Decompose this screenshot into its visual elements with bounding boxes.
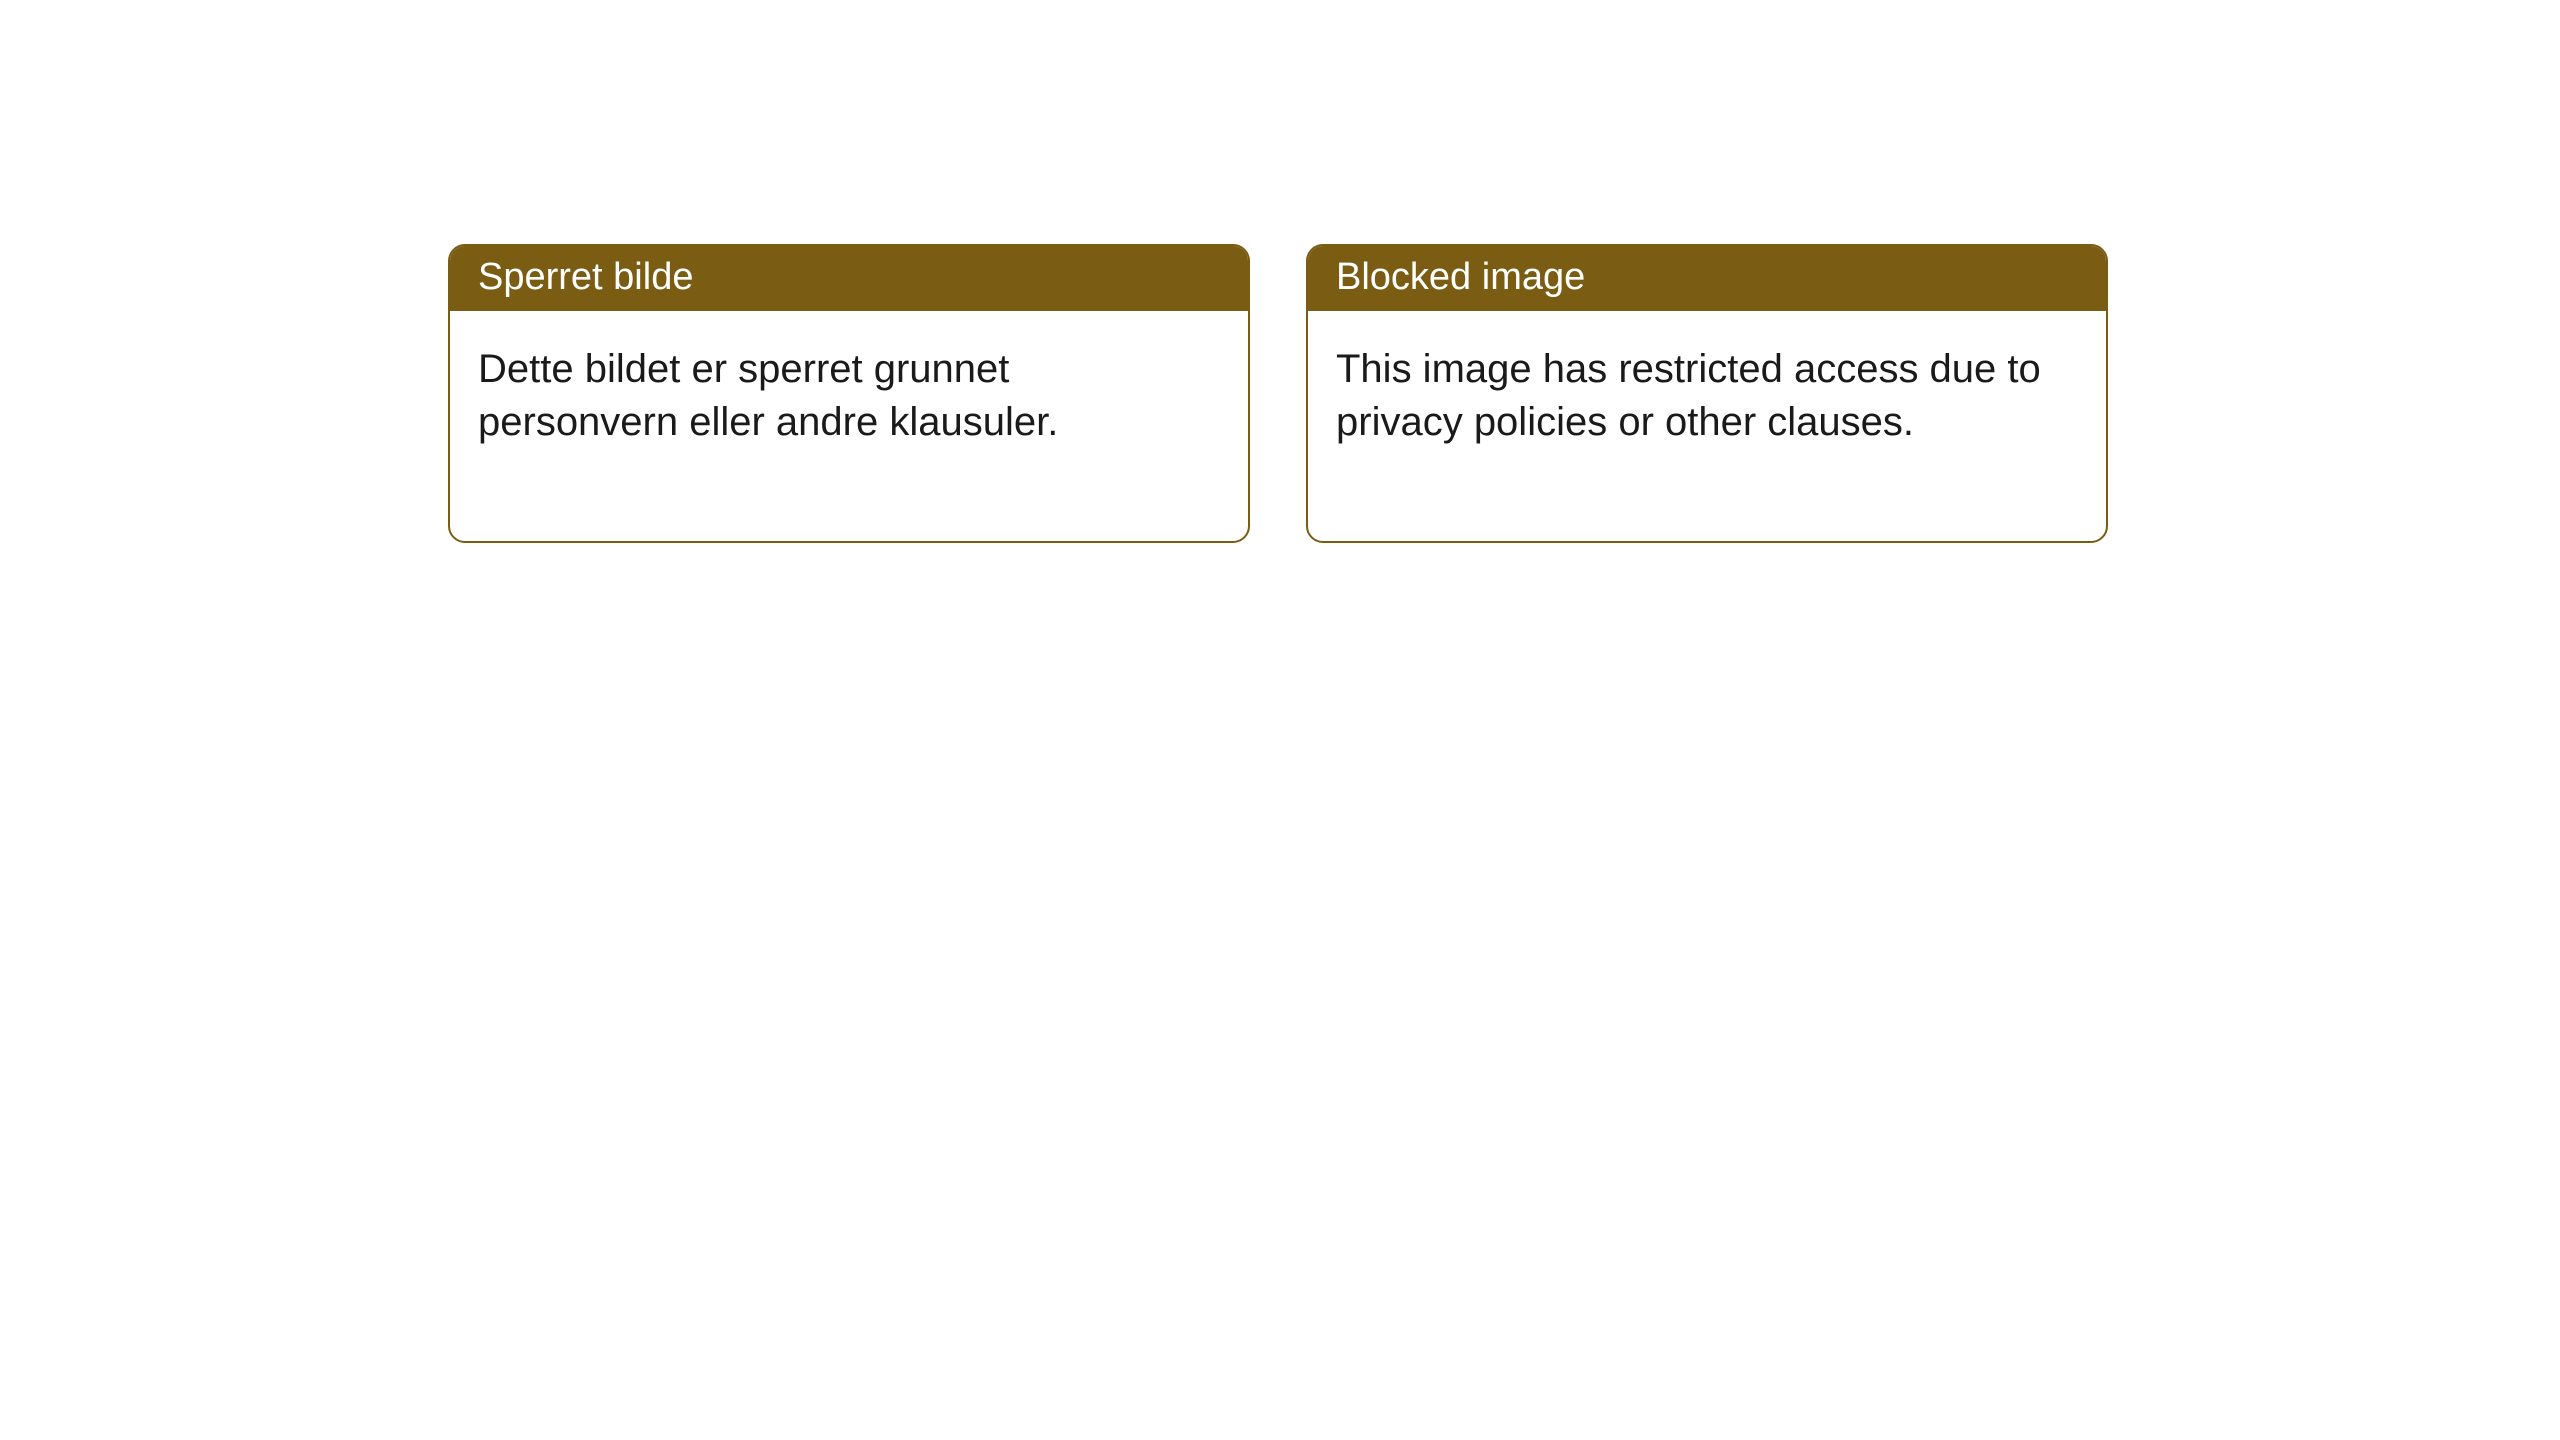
notice-card-title-en: Blocked image xyxy=(1308,246,2106,311)
notice-card-body-no: Dette bildet er sperret grunnet personve… xyxy=(450,311,1248,541)
notice-container: Sperret bilde Dette bildet er sperret gr… xyxy=(448,244,2108,543)
notice-card-body-en: This image has restricted access due to … xyxy=(1308,311,2106,541)
notice-card-en: Blocked image This image has restricted … xyxy=(1306,244,2108,543)
notice-card-title-no: Sperret bilde xyxy=(450,246,1248,311)
notice-card-no: Sperret bilde Dette bildet er sperret gr… xyxy=(448,244,1250,543)
